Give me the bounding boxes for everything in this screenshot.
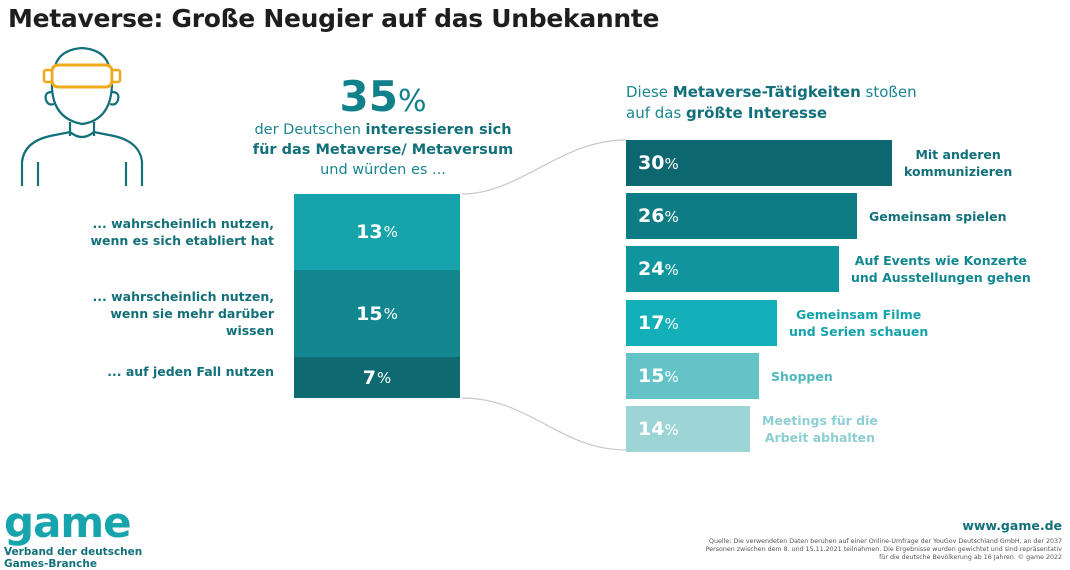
stack-segment: 15% <box>294 270 460 357</box>
stack-segment-label: ... wahrscheinlich nutzen, wenn sie mehr… <box>92 289 274 338</box>
activity-bar-label: Auf Events wie Konzerte und Ausstellunge… <box>851 253 1031 285</box>
activity-bar-unit: % <box>664 315 679 333</box>
headline-text: der Deutschen interessieren sich für das… <box>250 120 516 180</box>
activity-bar-label: Mit anderen kommunizieren <box>904 147 1013 179</box>
activity-bar: 30% <box>626 140 892 186</box>
headline-text-part2: und würden es ... <box>320 162 446 178</box>
activity-bar: 26% <box>626 193 857 239</box>
headline-value: 35 <box>339 72 398 121</box>
connector-top <box>461 139 627 195</box>
activity-bar-number: 24 <box>638 258 665 280</box>
right-chart-heading: Diese Metaverse-Tätigkeiten stoßen auf d… <box>626 82 926 124</box>
stack-segment-unit: % <box>383 223 398 241</box>
activity-bar-value: 17% <box>638 300 679 346</box>
right-heading-bold1: Metaverse-Tätigkeiten <box>672 83 861 101</box>
right-heading-part2: stoßen auf das <box>626 83 917 122</box>
activity-bar-label: Shoppen <box>771 368 833 384</box>
activity-bar-value: 24% <box>638 246 679 292</box>
activity-bar: 15% <box>626 353 759 399</box>
activity-bar-value: 30% <box>638 140 679 186</box>
headline-unit: % <box>397 84 427 119</box>
activity-bar-number: 15 <box>638 365 665 387</box>
source-note: Quelle: Die verwendeten Daten beruhen au… <box>705 538 1062 561</box>
activity-bar-unit: % <box>664 368 679 386</box>
activity-bar-label: Gemeinsam spielen <box>869 208 1007 224</box>
right-heading-bold2: größte Interesse <box>686 104 828 122</box>
stack-segment-label: ... wahrscheinlich nutzen, wenn es sich … <box>90 216 274 248</box>
activity-bar-number: 17 <box>638 312 665 334</box>
activity-bar: 17% <box>626 300 777 346</box>
activity-bar-label: Gemeinsam Filme und Serien schauen <box>789 307 929 339</box>
website-link[interactable]: www.game.de <box>962 518 1062 533</box>
stack-segment-label: ... auf jeden Fall nutzen <box>107 364 274 379</box>
stack-segment-unit: % <box>376 368 392 387</box>
activity-bar-number: 26 <box>638 205 665 227</box>
connector-bottom <box>461 397 627 451</box>
activity-bar-number: 30 <box>638 152 665 174</box>
activity-bar-unit: % <box>664 261 679 279</box>
page-title: Metaverse: Große Neugier auf das Unbekan… <box>8 4 660 33</box>
activity-bar: 14% <box>626 406 750 452</box>
stack-segment-value: 7 <box>362 366 376 389</box>
right-heading-part1: Diese <box>626 83 673 101</box>
activity-bar-value: 14% <box>638 406 679 452</box>
game-logo: game <box>4 498 132 547</box>
stack-segment-unit: % <box>383 304 398 323</box>
activity-bar-unit: % <box>664 208 679 226</box>
activity-bar-unit: % <box>664 421 679 439</box>
activity-bar-value: 15% <box>638 353 679 399</box>
stack-segment: 7% <box>294 357 460 398</box>
activity-bar-value: 26% <box>638 193 679 239</box>
stack-segment-value: 13 <box>356 221 383 243</box>
activity-bar: 24% <box>626 246 839 292</box>
activity-bar-unit: % <box>664 155 679 173</box>
headline-text-bold: interessieren sich für das Metaverse/ Me… <box>252 122 514 158</box>
stack-segment: 13% <box>294 194 460 270</box>
stack-segment-value: 15 <box>356 302 383 325</box>
logo-subtitle: Verband der deutschen Games-Branche <box>4 546 143 570</box>
headline-text-part1: der Deutschen <box>254 122 366 138</box>
headline-percentage: 35% <box>258 74 508 125</box>
activity-bar-number: 14 <box>638 418 665 440</box>
activity-bar-label: Meetings für die Arbeit abhalten <box>762 413 878 445</box>
